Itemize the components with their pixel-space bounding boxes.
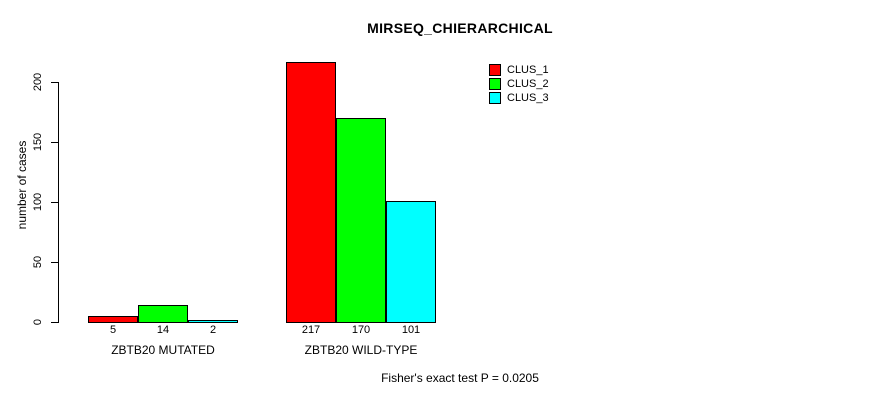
legend-swatch-icon: [489, 78, 501, 90]
y-tick-label: 150: [32, 132, 44, 152]
bar-clus_2: [336, 118, 386, 323]
bar-clus_1: [286, 62, 336, 323]
bar-value-label: 101: [401, 324, 421, 336]
bar-value-label: 2: [209, 324, 217, 336]
y-tick: [51, 82, 58, 83]
legend: CLUS_1 CLUS_2 CLUS_3: [489, 63, 549, 105]
y-tick: [51, 142, 58, 143]
y-tick-label: 200: [32, 72, 44, 92]
footnote-text: Fisher's exact test P = 0.0205: [381, 371, 539, 385]
bar-clus_2: [138, 305, 188, 323]
bar-clus_3: [188, 320, 238, 323]
bar-value-label: 5: [109, 324, 117, 336]
x-category-label: ZBTB20 MUTATED: [111, 343, 215, 357]
legend-label: CLUS_3: [507, 92, 549, 104]
legend-swatch-icon: [489, 64, 501, 76]
y-tick: [51, 202, 58, 203]
legend-label: CLUS_1: [507, 64, 549, 76]
y-tick-label: 100: [32, 192, 44, 212]
bar-clus_3: [386, 201, 436, 323]
legend-row: CLUS_2: [489, 77, 549, 91]
y-tick-label: 0: [32, 318, 44, 326]
y-tick: [51, 262, 58, 263]
y-axis-line: [58, 82, 59, 323]
bar-clus_1: [88, 316, 138, 323]
bar-value-label: 217: [301, 324, 321, 336]
bar-value-label: 170: [351, 324, 371, 336]
y-tick: [51, 322, 58, 323]
bar-value-label: 14: [156, 324, 170, 336]
legend-swatch-icon: [489, 92, 501, 104]
legend-label: CLUS_2: [507, 78, 549, 90]
chart-title: MIRSEQ_CHIERARCHICAL: [367, 20, 553, 36]
y-tick-label: 50: [32, 255, 44, 269]
legend-row: CLUS_1: [489, 63, 549, 77]
legend-row: CLUS_3: [489, 91, 549, 105]
x-category-label: ZBTB20 WILD-TYPE: [304, 343, 418, 357]
